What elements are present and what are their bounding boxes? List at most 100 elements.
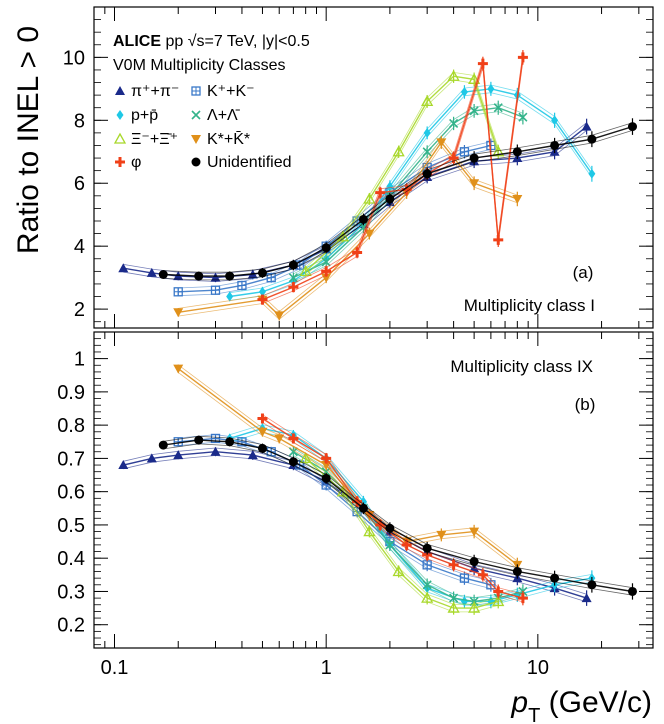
legend-item: K*+K̄* bbox=[191, 131, 250, 148]
series-4 bbox=[299, 69, 505, 277]
data-point bbox=[288, 457, 298, 467]
y-tick-label: 4 bbox=[74, 236, 85, 258]
data-point bbox=[422, 580, 432, 590]
series-line bbox=[229, 88, 593, 298]
data-point bbox=[588, 168, 596, 179]
data-point bbox=[173, 364, 184, 374]
data-point bbox=[436, 530, 447, 540]
panel-a-label: (a) bbox=[573, 263, 594, 282]
data-point bbox=[421, 95, 434, 107]
data-point bbox=[581, 593, 592, 603]
legend-label: Unidentified bbox=[207, 154, 292, 171]
legend-item: φ bbox=[115, 154, 141, 171]
data-point bbox=[518, 112, 528, 122]
legend-label: K⁺+K⁻ bbox=[207, 83, 255, 100]
panel-b: 0.2 0.3 0.4 0.5 0.6 0.7 0.8 0.9 1 Multiplicity c… bbox=[57, 331, 654, 649]
legend-marker bbox=[115, 157, 125, 167]
data-point bbox=[459, 147, 470, 157]
panel-a-class-label: Multiplicity class I bbox=[464, 296, 595, 315]
panel-b-ticks: 0.2 0.3 0.4 0.5 0.6 0.7 0.8 0.9 1 bbox=[57, 332, 653, 648]
data-point bbox=[257, 427, 268, 437]
data-point bbox=[423, 127, 431, 138]
series-line bbox=[163, 122, 633, 273]
data-point bbox=[448, 559, 459, 570]
data-point bbox=[385, 523, 395, 533]
data-point bbox=[225, 271, 235, 281]
data-point bbox=[392, 145, 405, 157]
data-point bbox=[158, 440, 168, 450]
data-point bbox=[257, 443, 267, 453]
y-tick-label: 0.4 bbox=[57, 548, 85, 570]
data-point bbox=[375, 187, 386, 198]
data-point bbox=[247, 450, 258, 460]
data-point bbox=[257, 413, 268, 424]
legend-label: K*+K̄* bbox=[207, 131, 250, 148]
panel-a: 2 4 6 8 10 (a) Multiplicity class I ALICE pp… bbox=[63, 6, 654, 329]
multiplicity-classes-title: V0M Multiplicity Classes bbox=[113, 57, 285, 74]
data-point bbox=[469, 106, 479, 116]
data-point bbox=[436, 138, 447, 148]
series-line bbox=[305, 79, 499, 276]
y-tick-label: 0.2 bbox=[57, 615, 85, 637]
x-tick-labels: 0.1 1 10 bbox=[101, 657, 549, 679]
series-line bbox=[163, 130, 633, 281]
data-point bbox=[158, 270, 168, 279]
y-tick-label: 0.5 bbox=[57, 515, 85, 537]
legend-label: p+p̄ bbox=[131, 107, 158, 124]
data-point bbox=[257, 294, 268, 305]
series-line bbox=[305, 75, 499, 272]
data-point bbox=[493, 234, 504, 245]
data-point bbox=[627, 586, 637, 596]
data-point bbox=[421, 591, 434, 603]
data-point bbox=[194, 435, 204, 445]
data-point bbox=[385, 540, 395, 550]
data-point bbox=[449, 118, 459, 129]
x-axis-label-sub: T bbox=[528, 705, 540, 724]
data-point bbox=[194, 271, 204, 281]
data-point bbox=[225, 437, 235, 447]
legend-marker bbox=[191, 135, 201, 144]
y-tick-label: 6 bbox=[74, 173, 85, 195]
data-point bbox=[392, 565, 405, 577]
data-point bbox=[321, 473, 331, 483]
y-tick-label: 0.3 bbox=[57, 581, 85, 603]
data-point bbox=[299, 265, 312, 277]
data-point bbox=[146, 267, 157, 277]
data-point bbox=[321, 461, 332, 471]
data-point bbox=[587, 134, 597, 144]
data-point bbox=[321, 453, 332, 464]
data-point bbox=[460, 86, 468, 97]
data-point bbox=[512, 147, 522, 157]
collision-system: pp √s=7 TeV, |y|<0.5 bbox=[161, 33, 310, 50]
data-point bbox=[581, 121, 592, 131]
legend-label: Λ+Λ̄ bbox=[207, 107, 241, 124]
data-point bbox=[469, 153, 479, 163]
data-point bbox=[517, 52, 528, 63]
data-point bbox=[512, 194, 523, 204]
panel-a-series bbox=[118, 50, 637, 321]
series-7 bbox=[158, 435, 637, 600]
y-tick-label: 0.9 bbox=[57, 382, 85, 404]
y-tick-label: 0.6 bbox=[57, 482, 85, 504]
legend-marker bbox=[191, 86, 201, 96]
data-point bbox=[386, 181, 394, 192]
series-3 bbox=[288, 100, 528, 283]
data-point bbox=[288, 282, 299, 293]
x-tick-label: 0.1 bbox=[101, 657, 129, 679]
data-point bbox=[447, 69, 460, 81]
series-line bbox=[305, 71, 499, 268]
x-axis-label-p: p bbox=[510, 686, 528, 719]
data-point bbox=[512, 566, 522, 576]
legend-item: Unidentified bbox=[191, 154, 292, 171]
x-axis-label: pT (GeV/c) bbox=[510, 686, 652, 724]
data-point bbox=[449, 593, 459, 603]
series-line bbox=[229, 424, 592, 598]
data-point bbox=[299, 452, 312, 464]
experiment-header: ALICE pp √s=7 TeV, |y|<0.5 bbox=[113, 33, 310, 50]
data-point bbox=[363, 192, 376, 204]
data-point bbox=[468, 601, 481, 613]
data-point bbox=[352, 247, 363, 258]
data-point bbox=[321, 266, 332, 277]
panel-b-label: (b) bbox=[575, 395, 596, 414]
